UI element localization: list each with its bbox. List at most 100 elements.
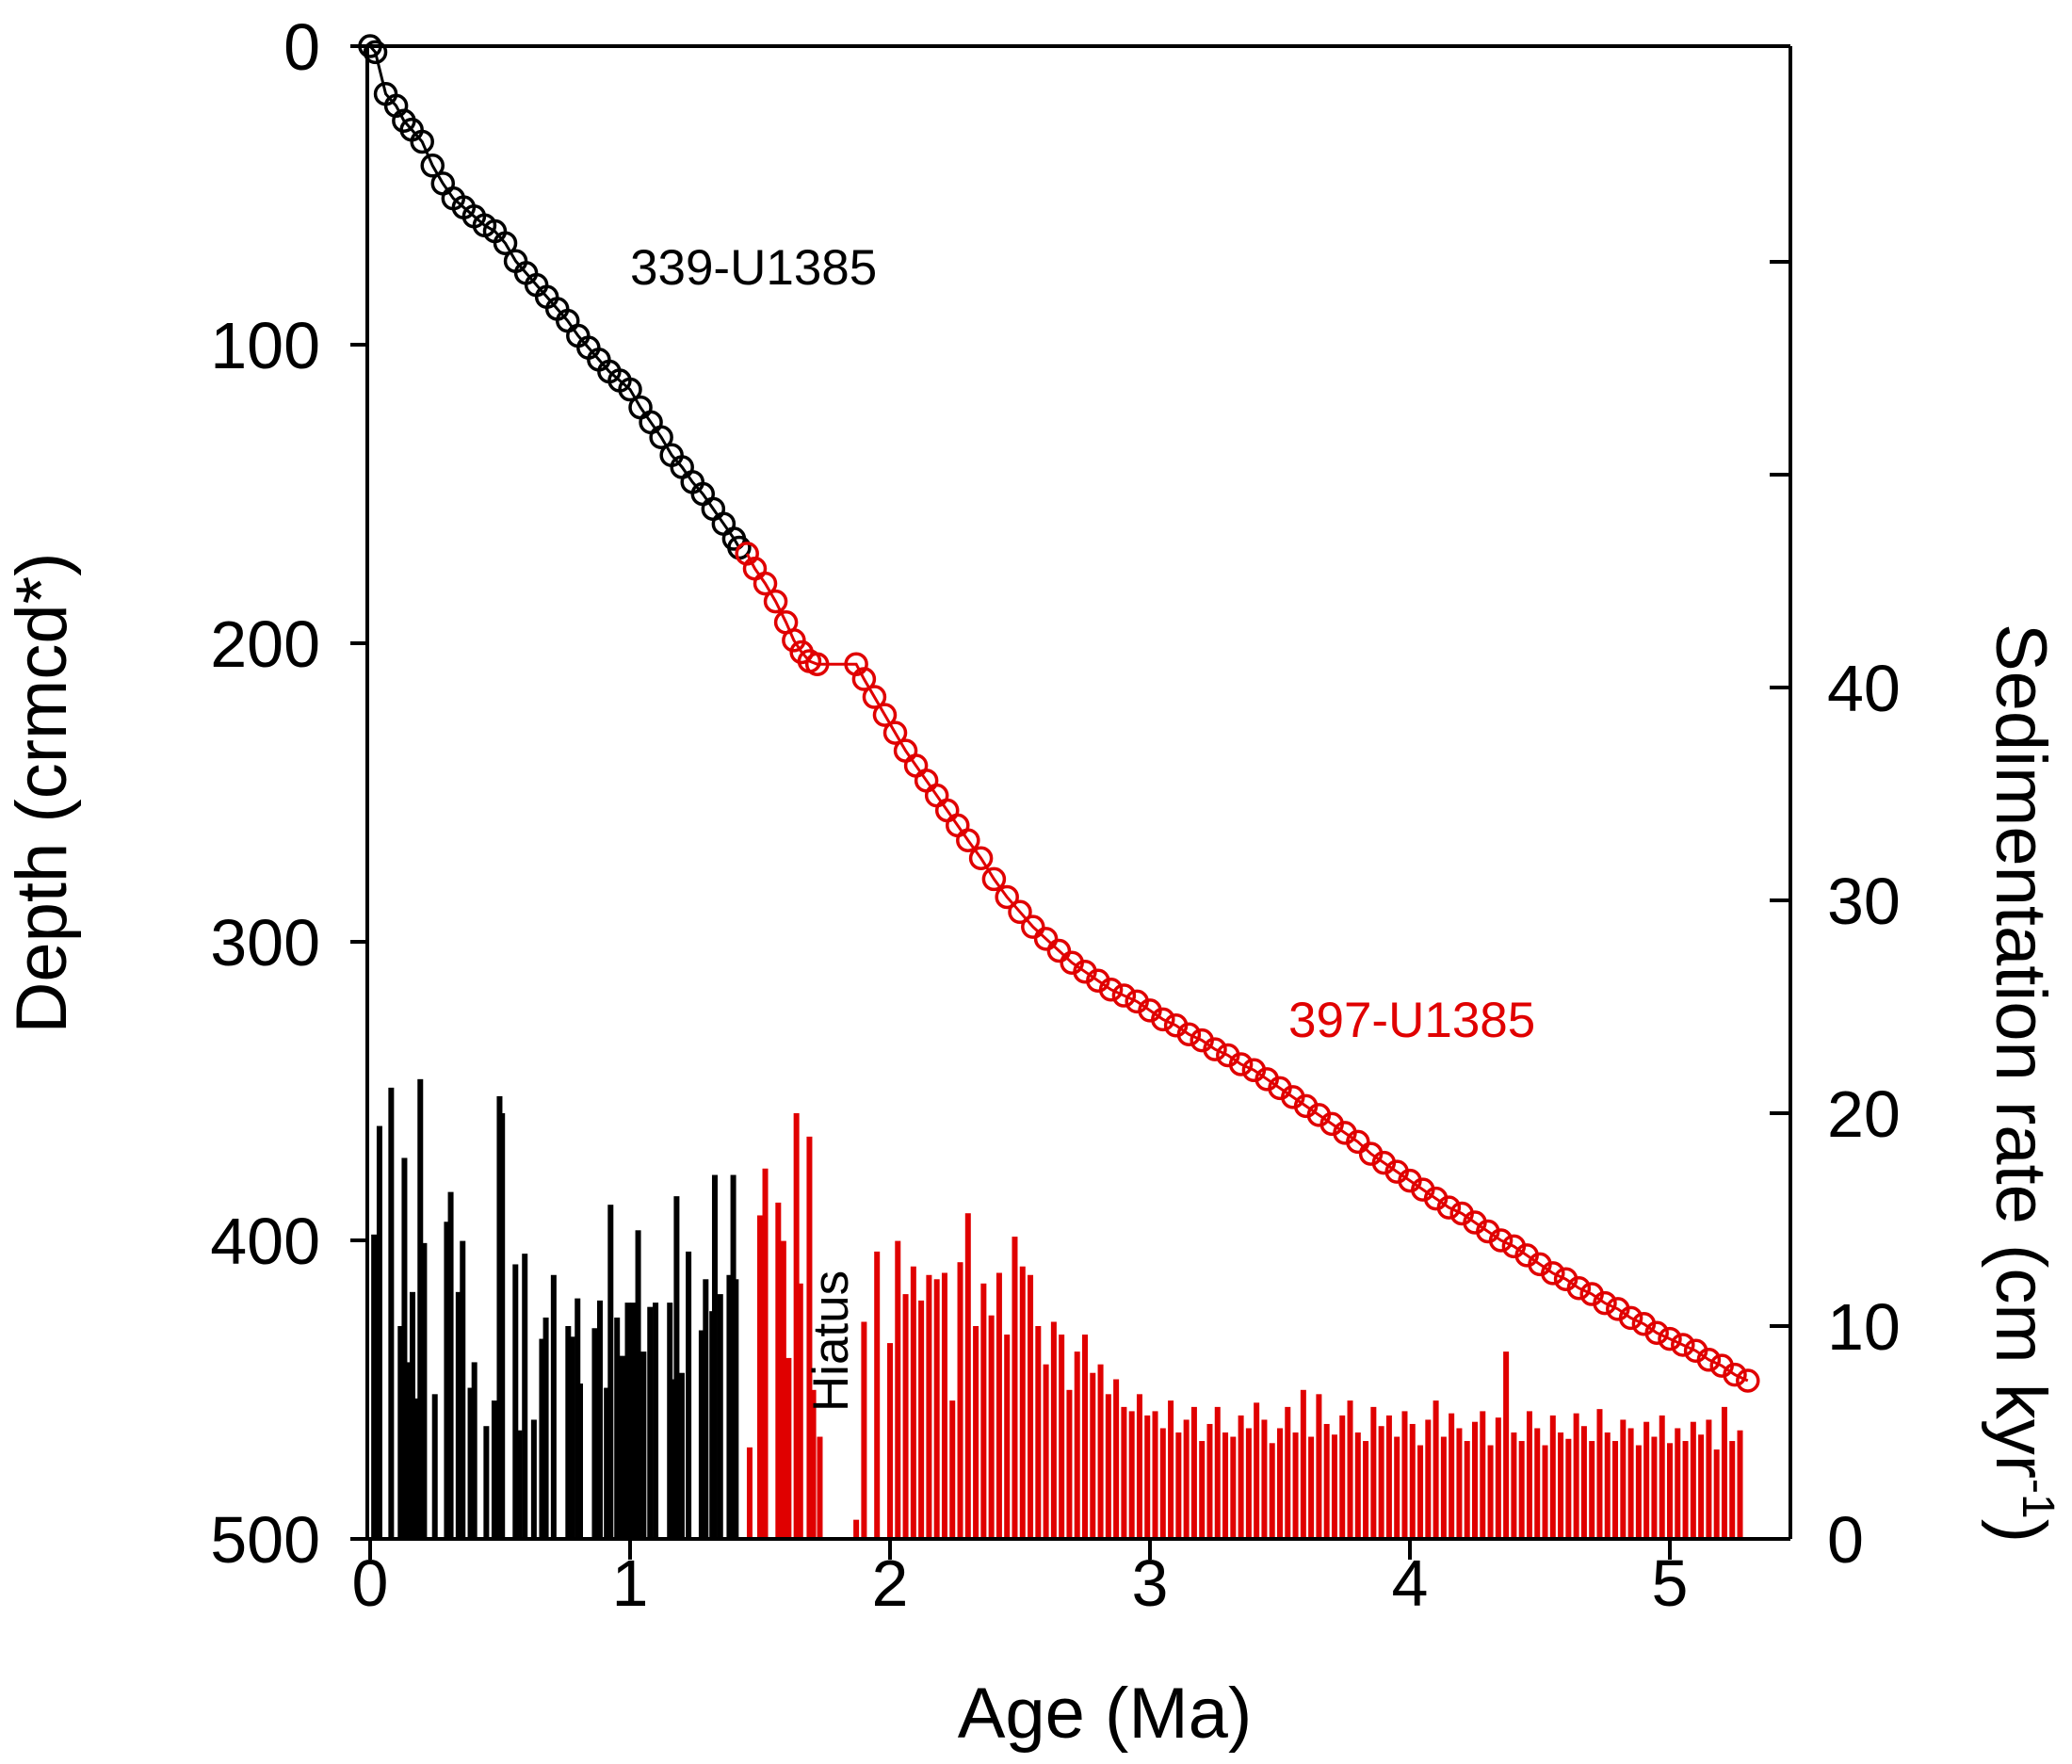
sedrate-bar xyxy=(902,1294,909,1539)
depth-point xyxy=(956,828,980,852)
sedrate-bar xyxy=(1004,1335,1011,1539)
sedrate-bar xyxy=(1128,1411,1135,1539)
sedrate-bar xyxy=(726,1274,733,1539)
sedrate-bar xyxy=(1409,1423,1416,1539)
depth-point xyxy=(1346,1129,1370,1155)
sedrate-bar xyxy=(624,1303,631,1539)
depth-series xyxy=(358,34,1760,1393)
depth-point xyxy=(1696,1348,1722,1372)
y-right-tick-label: 20 xyxy=(1827,1077,1901,1151)
sedrate-bar xyxy=(499,1113,506,1539)
sedrate-bar xyxy=(1082,1335,1088,1539)
sedrate-bar xyxy=(686,1251,692,1539)
sedrate-bar xyxy=(1643,1421,1650,1539)
sedrate-bar xyxy=(861,1321,867,1539)
x-tick-label: 4 xyxy=(1392,1546,1429,1620)
x-tick-label: 2 xyxy=(872,1546,909,1620)
y-right-title-sup: -1 xyxy=(2013,1479,2063,1519)
sedrate-bar xyxy=(522,1254,528,1539)
sedrate-bar xyxy=(949,1400,956,1539)
sedrate-bar xyxy=(1222,1432,1229,1539)
sedrate-bar xyxy=(1097,1364,1104,1539)
sedrate-bar xyxy=(762,1168,769,1539)
sedrate-bar xyxy=(810,1389,817,1539)
depth-point xyxy=(1436,1195,1462,1220)
x-tick-label: 0 xyxy=(352,1546,389,1620)
hiatus-label: Hiatus xyxy=(803,1270,859,1412)
sedrate-bar xyxy=(1667,1443,1673,1539)
sedrate-bar xyxy=(1144,1415,1151,1539)
sedrate-bar xyxy=(1635,1445,1642,1539)
sedrate-bar xyxy=(1449,1413,1455,1539)
sedrate-bar xyxy=(746,1447,753,1539)
sedrate-bar xyxy=(1518,1441,1525,1539)
sedrate-bar xyxy=(1363,1441,1369,1539)
y-left-tick-label: 0 xyxy=(283,10,320,84)
sedrate-bar xyxy=(1238,1415,1244,1539)
sedrate-bar xyxy=(471,1362,478,1539)
sedrate-bar xyxy=(1292,1432,1299,1539)
sedrate-bar xyxy=(1394,1436,1400,1539)
sedrate-bar xyxy=(797,1283,803,1539)
depth-point xyxy=(1593,1290,1617,1316)
sedrate-bar xyxy=(817,1436,823,1539)
sedrate-bar xyxy=(653,1303,659,1539)
sedrate-bar xyxy=(964,1213,971,1539)
depth-point xyxy=(363,40,388,65)
sedrate-bar xyxy=(635,1230,641,1539)
y-right-title-main: Sedimentation rate (cm kyr xyxy=(1981,623,2061,1479)
sedrate-bar xyxy=(926,1274,932,1539)
depth-point xyxy=(1033,927,1059,951)
sedrate-bar xyxy=(1043,1364,1049,1539)
sedrate-bar xyxy=(806,1136,813,1539)
depth-point xyxy=(410,129,434,154)
sedrate-bar xyxy=(1604,1432,1611,1539)
sedrate-bar xyxy=(512,1264,519,1539)
sedrate-bar xyxy=(460,1240,466,1539)
sedrate-bar xyxy=(447,1191,454,1539)
sedrate-bar xyxy=(733,1279,739,1539)
y-left-tick-label: 100 xyxy=(210,309,320,382)
sedrate-bar xyxy=(1105,1394,1111,1539)
sedrate-bar xyxy=(1596,1409,1603,1539)
sedrate-bar xyxy=(1433,1400,1439,1539)
sedrate-bar xyxy=(614,1317,621,1539)
depth-point xyxy=(1566,1275,1592,1301)
sedrate-bar xyxy=(1698,1434,1705,1539)
sedrate-bar xyxy=(1354,1432,1361,1539)
sedrate-bar xyxy=(565,1326,572,1539)
sedrate-bar xyxy=(569,1336,575,1539)
sedrate-bar xyxy=(409,1291,415,1539)
sedrate-bar xyxy=(1456,1428,1463,1539)
sedrate-bar xyxy=(1690,1421,1696,1539)
sedrate-bar xyxy=(1612,1441,1619,1539)
sedrate-bar xyxy=(1503,1351,1510,1539)
depth-point xyxy=(618,377,642,402)
sedrate-bar xyxy=(1729,1441,1736,1539)
sedrate-bar xyxy=(775,1202,782,1539)
sedrate-bar xyxy=(853,1519,860,1539)
sedrate-bar xyxy=(542,1317,549,1539)
sedrate-bar xyxy=(1542,1445,1548,1539)
x-tick-label: 3 xyxy=(1132,1546,1169,1620)
sedrate-bar xyxy=(1168,1400,1174,1539)
sedrate-bar xyxy=(1183,1419,1190,1539)
sedrate-bar xyxy=(1136,1394,1142,1539)
sedrate-bar xyxy=(780,1240,786,1539)
y-left-tick-label: 200 xyxy=(210,607,320,681)
sedrate-bar xyxy=(698,1330,704,1539)
sedrate-bar xyxy=(401,1157,408,1539)
y-right-tick-label: 30 xyxy=(1827,865,1901,938)
y-left-tick-label: 300 xyxy=(210,906,320,979)
sedrate-bar xyxy=(1464,1441,1470,1539)
sedrate-bar xyxy=(1254,1402,1260,1539)
depth-point xyxy=(1151,1007,1175,1032)
sedrate-bar xyxy=(1261,1419,1268,1539)
sedrate-bar xyxy=(1308,1436,1315,1539)
sedrate-bar xyxy=(1511,1432,1517,1539)
sedrate-bar xyxy=(887,1343,893,1539)
depth-point xyxy=(1228,1052,1254,1076)
sedrate-bar xyxy=(405,1362,412,1539)
y-left-tick-label: 500 xyxy=(210,1503,320,1577)
depth-point xyxy=(1618,1305,1643,1331)
